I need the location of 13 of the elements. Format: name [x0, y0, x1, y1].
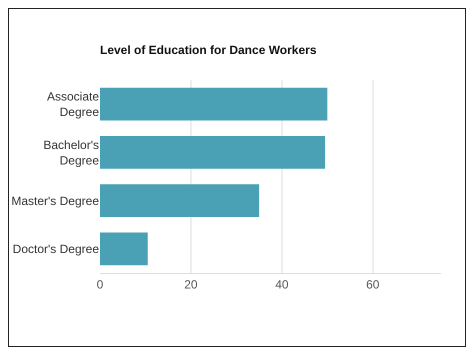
x-tick-label: 20	[184, 277, 198, 292]
bar	[100, 136, 326, 169]
y-tick-label: Associate Degree	[46, 90, 100, 120]
bar	[100, 184, 260, 218]
bar	[100, 88, 328, 121]
y-tick-label: Master's Degree	[11, 194, 100, 208]
x-tick-label: 0	[96, 277, 104, 292]
chart-title: Level of Education for Dance Workers	[100, 43, 317, 58]
x-tick-label: 60	[366, 277, 380, 292]
y-tick-label: Bachelor's Degree	[43, 138, 100, 168]
y-tick-label: Doctor's Degree	[12, 242, 100, 256]
bar	[100, 232, 148, 266]
x-tick-label: 40	[275, 277, 289, 292]
